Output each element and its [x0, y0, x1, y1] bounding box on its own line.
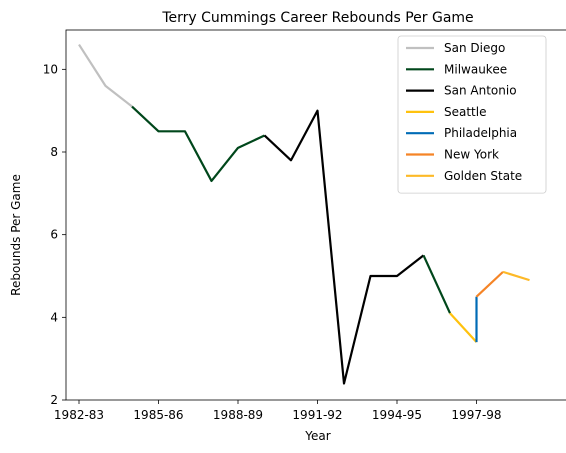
series-line-san-antonio-2: [263, 109, 425, 385]
legend-label: New York: [444, 148, 499, 162]
x-tick-label: 1985-86: [133, 408, 183, 422]
series-layer: [78, 43, 530, 385]
legend-label: San Diego: [444, 41, 505, 55]
x-tick-label: 1997-98: [451, 408, 501, 422]
y-axis-title: Rebounds Per Game: [9, 174, 23, 296]
legend-label: Philadelphia: [444, 126, 517, 140]
legend-label: Milwaukee: [444, 62, 507, 76]
series-line-milwaukee-3: [422, 254, 452, 314]
legend-label: Golden State: [444, 169, 522, 183]
series-line-san-diego-0: [78, 43, 133, 108]
y-axis: 2 4 6 8 10: [43, 62, 66, 407]
plot-frame: [65, 29, 566, 401]
series-line-milwaukee-1: [131, 105, 265, 183]
x-tick-label: 1982-83: [54, 408, 104, 422]
legend: San Diego Milwaukee San Antonio Seattle Phil…: [397, 35, 547, 194]
legend-box: [397, 35, 547, 194]
chart-title: Terry Cummings Career Rebounds Per Game: [161, 10, 473, 26]
x-tick-label: 1988-89: [213, 408, 263, 422]
x-tick-label: 1994-95: [372, 408, 422, 422]
legend-label: Seattle: [444, 105, 486, 119]
series-line-new-york-6: [475, 271, 504, 298]
y-tick-label: 2: [50, 393, 58, 407]
y-tick-label: 8: [50, 145, 58, 159]
y-tick-label: 6: [50, 228, 58, 242]
legend-label: San Antonio: [444, 84, 517, 98]
x-axis: 1982-83 1985-86 1988-89 1991-92 1994-95 1997-…: [54, 400, 502, 422]
y-tick-label: 10: [43, 62, 58, 76]
x-tick-label: 1991-92: [292, 408, 342, 422]
y-tick-label: 4: [50, 310, 58, 324]
x-axis-title: Year: [304, 429, 330, 443]
series-line-seattle-4: [449, 312, 478, 343]
series-line-golden-state-7: [502, 270, 530, 282]
